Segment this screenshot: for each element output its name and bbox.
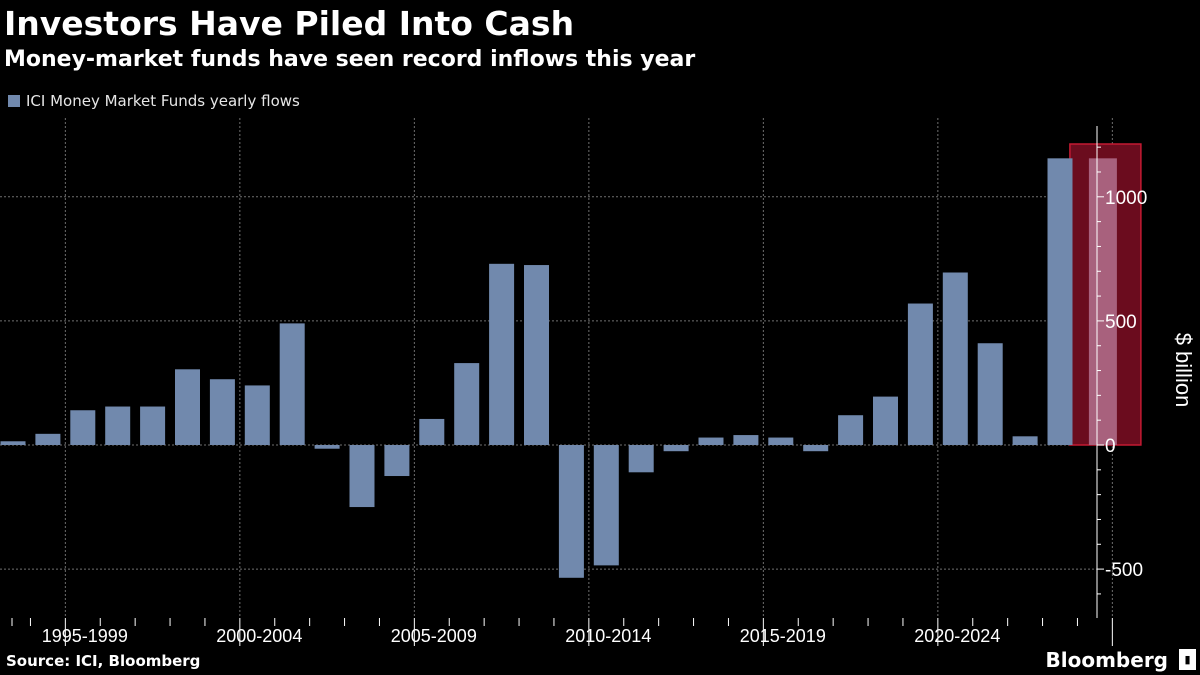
bar-2012	[663, 445, 689, 452]
bar-2004	[384, 445, 410, 477]
bar-2022	[1012, 436, 1038, 445]
bar-1994	[35, 433, 61, 445]
y-tick-label: 500	[1105, 312, 1137, 333]
bar-2000	[244, 385, 270, 445]
chart-title: Investors Have Piled Into Cash	[4, 4, 575, 43]
bar-2021	[977, 343, 1003, 445]
chart-subtitle: Money-market funds have seen record infl…	[4, 47, 696, 72]
y-tick-label: -500	[1105, 560, 1143, 581]
bar-1998	[175, 369, 200, 445]
bar-2011	[628, 445, 654, 473]
bar-2018	[873, 396, 898, 445]
y-axis-title: $ billion	[1171, 333, 1196, 408]
x-tick-label: 2010-2014	[565, 626, 651, 646]
bar-2019	[907, 303, 933, 445]
legend: ICI Money Market Funds yearly flows	[8, 91, 300, 111]
source-note: Source: ICI, Bloomberg	[6, 652, 201, 670]
bar-2003	[349, 445, 375, 508]
bar-2020	[942, 272, 968, 445]
bar-2014	[733, 435, 759, 445]
bloomberg-terminal-icon: ▮	[1179, 649, 1196, 670]
bloomberg-logo: Bloomberg	[1045, 648, 1168, 672]
bar-2023	[1047, 158, 1073, 446]
bar-2001	[279, 323, 305, 445]
bar-2016	[803, 445, 829, 452]
y-tick-label: 0	[1105, 436, 1116, 457]
legend-label: ICI Money Market Funds yearly flows	[26, 92, 300, 110]
y-tick-label: 1000	[1105, 188, 1147, 209]
bar-2005	[419, 418, 445, 445]
x-tick-label: 2005-2009	[391, 626, 477, 646]
x-tick-label: 1995-1999	[42, 626, 128, 646]
bar-2006	[454, 363, 480, 445]
bar-2008	[524, 265, 549, 445]
legend-swatch	[8, 95, 20, 107]
x-tick-label: 2020-2024	[914, 626, 1000, 646]
bar-1997	[140, 406, 166, 445]
bar-2017	[838, 415, 864, 445]
bar-1996	[105, 406, 131, 445]
bar-1995	[70, 410, 96, 445]
bar-2015	[768, 437, 794, 445]
bar-highlight-2024	[1088, 158, 1117, 446]
bar-2013	[698, 437, 724, 445]
bar-2002	[314, 445, 340, 449]
bar-1993	[0, 441, 26, 445]
bar-2007	[489, 263, 515, 445]
bar-2009	[558, 445, 584, 578]
bar-1999	[209, 379, 235, 445]
x-tick-label: 2015-2019	[740, 626, 826, 646]
bar-2010	[593, 445, 619, 566]
x-tick-label: 2000-2004	[216, 626, 302, 646]
